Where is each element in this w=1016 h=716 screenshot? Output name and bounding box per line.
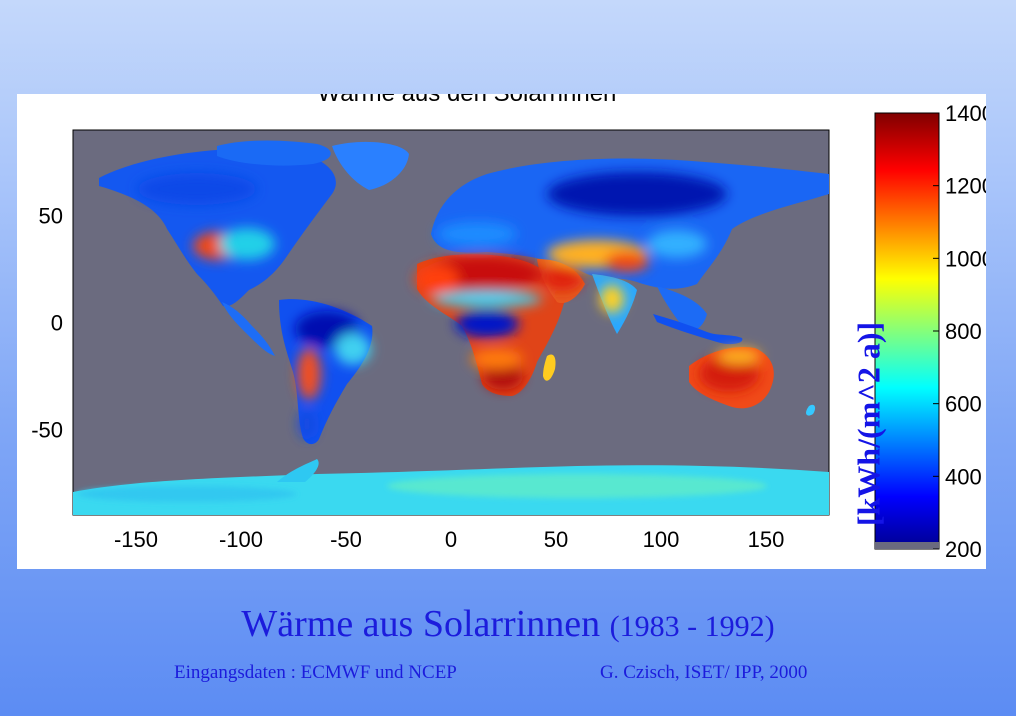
y-tick-label: -50 bbox=[31, 417, 63, 442]
x-tick-label: -150 bbox=[114, 527, 158, 552]
tibet-hotspot bbox=[605, 252, 649, 272]
canada-cool bbox=[137, 173, 257, 205]
map-panel: Wärme aus den Solarrinnen bbox=[17, 94, 986, 569]
y-tick-label: 0 bbox=[51, 311, 63, 336]
arabia-hotspot bbox=[542, 267, 582, 291]
land-layer bbox=[73, 140, 829, 515]
new-zealand bbox=[806, 404, 816, 416]
southeast-asia bbox=[657, 286, 707, 332]
y-axis-ticks: 50 0 -50 bbox=[31, 204, 63, 443]
caption-title-years: (1983 - 1992) bbox=[609, 610, 775, 643]
caption-title: Wärme aus Solarrinnen (1983 - 1992) bbox=[0, 602, 1016, 646]
china-mid bbox=[647, 230, 707, 258]
arctic-islands bbox=[217, 140, 331, 166]
madagascar bbox=[543, 354, 556, 381]
caption-title-main: Wärme aus Solarrinnen bbox=[241, 603, 601, 645]
india-warm bbox=[600, 285, 624, 313]
southern-africa-warm bbox=[471, 349, 523, 369]
x-axis-ticks: -150 -100 -50 0 50 100 150 bbox=[114, 527, 784, 552]
eurasia bbox=[431, 158, 829, 289]
brazil-east bbox=[335, 333, 371, 365]
colorbar-tick-label: 400 bbox=[945, 464, 982, 489]
intensity-blobs bbox=[137, 172, 761, 438]
colorbar-tick-label: 800 bbox=[945, 319, 982, 344]
andes-hotspot bbox=[297, 348, 321, 400]
colorbar-tick-label: 200 bbox=[945, 537, 982, 562]
colorbar-tick-label: 1200 bbox=[945, 174, 986, 199]
patagonia bbox=[299, 410, 315, 438]
y-tick-label: 50 bbox=[39, 204, 63, 229]
x-tick-label: 50 bbox=[544, 527, 568, 552]
caption-source-right: G. Czisch, ISET/ IPP, 2000 bbox=[600, 662, 808, 683]
colorbar-nodata-overlay bbox=[875, 542, 939, 549]
southern-africa-hotspot bbox=[483, 362, 523, 390]
colorbar-ticks: 1400 1200 1000 800 600 400 200 bbox=[933, 101, 986, 562]
x-tick-label: -50 bbox=[330, 527, 362, 552]
antarctica-tint bbox=[77, 474, 767, 502]
australia-hotspot bbox=[699, 356, 759, 392]
colorbar-tick-label: 1000 bbox=[945, 246, 986, 271]
x-tick-label: -100 bbox=[219, 527, 263, 552]
sahara-west bbox=[415, 265, 459, 293]
map-figure: -150 -100 -50 0 50 100 150 50 0 -50 1400 1200 1000… bbox=[31, 101, 986, 562]
australia-north bbox=[717, 348, 761, 364]
x-tick-label: 0 bbox=[445, 527, 457, 552]
antarctica-west bbox=[77, 486, 297, 502]
caption-source-left: Eingangsdaten : ECMWF und NCEP bbox=[174, 662, 457, 683]
colorbar-tick-label: 600 bbox=[945, 392, 982, 417]
colorbar-label: [kWh/(m^2 a)] bbox=[850, 321, 887, 527]
indonesia bbox=[653, 314, 743, 345]
map-title-cut: Wärme aus den Solarrinnen bbox=[222, 94, 712, 108]
greenland bbox=[332, 141, 409, 190]
sahel-band bbox=[432, 291, 542, 307]
colorbar-tick-label: 1400 bbox=[945, 101, 986, 126]
siberia-cool bbox=[547, 172, 727, 216]
antarctic-peninsula bbox=[277, 459, 319, 482]
us-central bbox=[219, 228, 275, 260]
colorbar bbox=[874, 112, 940, 550]
central-america bbox=[222, 302, 275, 356]
europe-mid bbox=[437, 222, 517, 246]
x-tick-label: 100 bbox=[643, 527, 680, 552]
central-africa-cool bbox=[455, 310, 519, 338]
x-tick-label: 150 bbox=[748, 527, 785, 552]
antarctica-east bbox=[387, 474, 767, 498]
